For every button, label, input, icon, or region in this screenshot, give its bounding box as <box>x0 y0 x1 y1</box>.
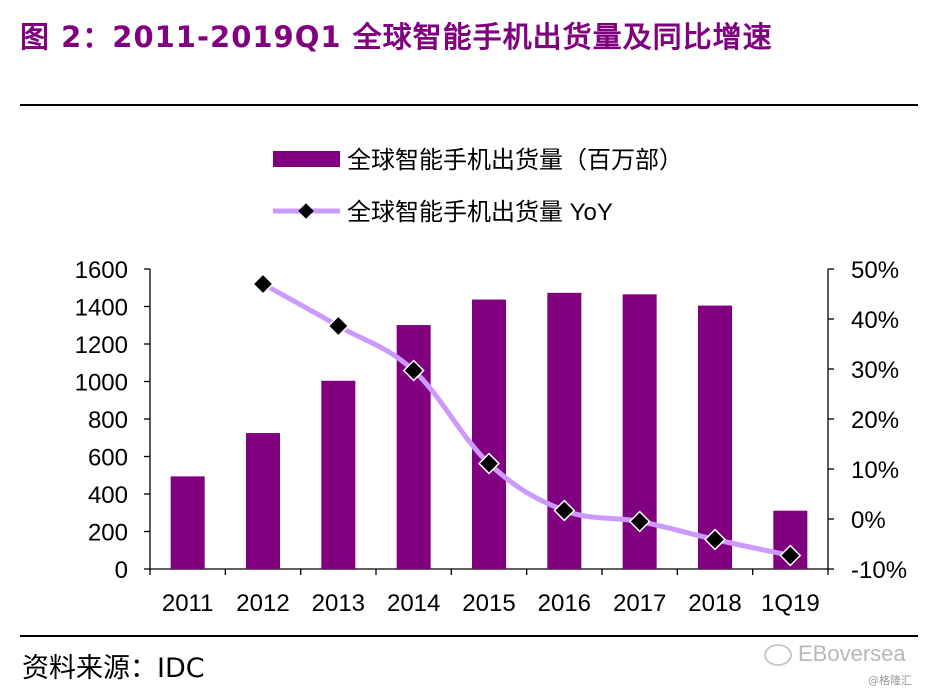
legend-label-bar: 全球智能手机出货量（百万部） <box>347 147 683 174</box>
yoy-point <box>628 510 651 533</box>
axes: 0 200 400 600 800 1000 1200 1400 1600 -10% 0% 10% 20… <box>75 257 907 617</box>
legend: 全球智能手机出货量（百万部） 全球智能手机出货量 YoY <box>273 147 683 226</box>
bar <box>321 380 356 569</box>
y-left-tick-label: 1600 <box>75 257 128 284</box>
legend-label-line: 全球智能手机出货量 YoY <box>347 199 613 226</box>
source-note: 资料来源：IDC <box>22 653 205 684</box>
x-tick-label: 2015 <box>462 590 515 617</box>
bar <box>246 433 280 569</box>
watermark-text: EBoversea <box>798 641 906 666</box>
bottom-rule <box>20 635 918 637</box>
y-right-tick-label: 20% <box>851 407 899 434</box>
y-left-tick-label: 600 <box>88 445 128 472</box>
legend-swatch-bar <box>273 151 340 167</box>
yoy-point <box>779 544 802 567</box>
bar <box>472 299 506 569</box>
y-right-tick-label: 50% <box>851 257 899 284</box>
yoy-point <box>402 359 425 382</box>
watermark-sub: @格隆汇 <box>868 674 912 687</box>
legend-swatch-marker <box>298 203 314 219</box>
line-series <box>252 273 802 567</box>
x-tick-label: 2011 <box>162 590 214 617</box>
y-right-tick-label: 40% <box>851 307 899 334</box>
y-left-tick-label: 200 <box>88 520 128 547</box>
y-right-tick-label: 30% <box>851 357 899 384</box>
chart-title: 图 2：2011-2019Q1 全球智能手机出货量及同比增速 <box>20 20 773 54</box>
yoy-point <box>478 452 500 475</box>
x-tick-label: 2016 <box>538 590 591 617</box>
y-left-tick-label: 800 <box>88 407 128 434</box>
x-tick-label: 1Q19 <box>761 590 820 617</box>
x-tick-label: 2013 <box>312 590 365 617</box>
y-right-tick-label: -10% <box>851 557 907 584</box>
x-tick-label: 2012 <box>236 590 289 617</box>
bar <box>547 292 582 569</box>
y-left-tick-label: 1200 <box>75 332 128 359</box>
y-right-tick-label: 10% <box>851 457 899 484</box>
yoy-point <box>327 315 350 337</box>
x-tick-label: 2018 <box>688 590 741 617</box>
y-left-tick-label: 1400 <box>75 295 128 322</box>
top-rule <box>20 104 918 106</box>
chat-bubble-icon <box>764 644 792 667</box>
y-right-tick-label: 0% <box>851 507 886 534</box>
y-left-tick-label: 1000 <box>75 370 128 397</box>
x-tick-label: 2017 <box>613 590 666 617</box>
watermark: EBoversea <box>764 641 906 667</box>
yoy-point <box>252 273 274 295</box>
bar <box>170 476 205 569</box>
y-left-tick-label: 0 <box>115 557 128 584</box>
yoy-point <box>704 528 726 551</box>
x-tick-label: 2014 <box>387 590 440 617</box>
y-left-tick-label: 400 <box>88 482 128 509</box>
bar <box>698 305 732 569</box>
bar-series <box>170 292 808 569</box>
yoy-point <box>553 499 576 522</box>
